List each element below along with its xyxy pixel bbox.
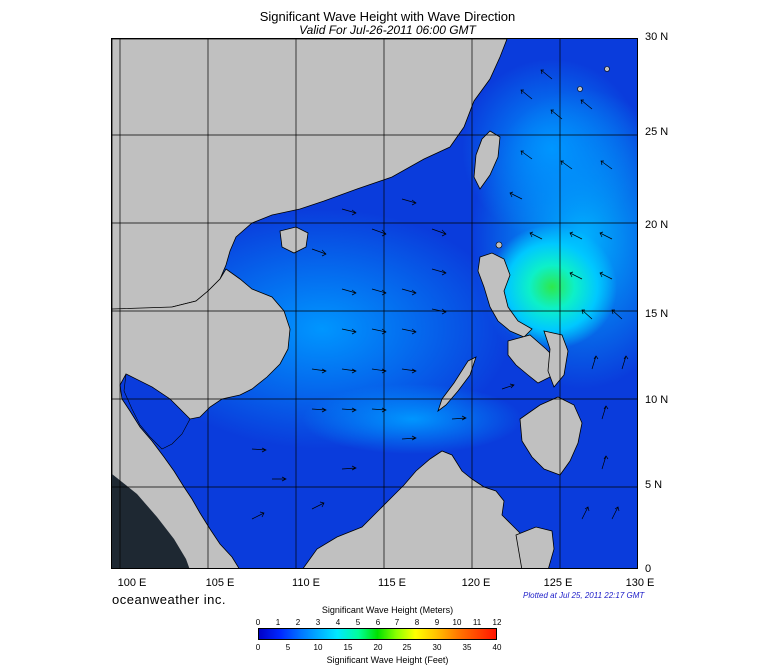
lat-label-20n: 20 N [645, 219, 669, 231]
colorbar-tick-m: 4 [335, 618, 341, 627]
taiwan-island [473, 130, 501, 190]
ryukyu-islands-north [604, 66, 610, 72]
lon-label-130e: 130 E [625, 577, 655, 589]
sulawesi-island [515, 526, 555, 568]
colorbar-tick-m: 5 [355, 618, 361, 627]
map-title: Significant Wave Height with Wave Direct… [259, 9, 516, 24]
sumatra-corner [112, 474, 190, 568]
colorbar-tick-ft: 5 [285, 643, 291, 652]
lon-label-110e: 110 E [292, 577, 320, 589]
colorbar-tick-ft: 35 [462, 643, 472, 652]
ryukyu-islands [577, 86, 583, 92]
colorbar-tick-m: 7 [394, 618, 400, 627]
lat-label-30n: 30 N [645, 31, 669, 43]
colorbar-tick-ft: 30 [432, 643, 442, 652]
wave-height-colorbar [258, 628, 497, 640]
colorbar-tick-m: 9 [434, 618, 440, 627]
colorbar-tick-ft: 20 [373, 643, 383, 652]
colorbar-title-meters: Significant Wave Height (Meters) [321, 605, 454, 615]
lon-label-100e: 100 E [117, 577, 147, 589]
mindanao-island [519, 396, 583, 476]
colorbar-tick-m: 11 [472, 618, 482, 627]
colorbar-tick-ft: 40 [492, 643, 502, 652]
map-subtitle: Valid For Jul-26-2011 06:00 GMT [299, 23, 476, 37]
lon-label-115e: 115 E [378, 577, 406, 589]
colorbar-tick-m: 2 [295, 618, 301, 627]
samar-leyte [543, 330, 569, 388]
colorbar-tick-m: 3 [315, 618, 321, 627]
luzon-island [477, 252, 533, 338]
colorbar-tick-m: 12 [492, 618, 502, 627]
colorbar-tick-ft: 0 [255, 643, 261, 652]
colorbar-tick-m: 10 [452, 618, 462, 627]
visayas-islands [507, 334, 557, 384]
colorbar-tick-m: 1 [275, 618, 281, 627]
colorbar-tick-m: 0 [255, 618, 261, 627]
colorbar-tick-ft: 10 [313, 643, 323, 652]
wave-zone-northeast [462, 59, 637, 239]
wave-direction-arrows [251, 69, 629, 520]
wave-zone-sulu [302, 384, 522, 454]
wave-map-svg [112, 39, 637, 568]
lat-label-15n: 15 N [645, 308, 669, 320]
plotted-timestamp: Plotted at Jul 25, 2011 22:17 GMT [523, 591, 645, 600]
brand-logo-text: oceanweather inc. [112, 592, 227, 607]
wave-map [111, 38, 638, 569]
colorbar-title-feet: Significant Wave Height (Feet) [326, 655, 449, 665]
colorbar-tick-ft: 25 [402, 643, 412, 652]
colorbar-tick-m: 6 [375, 618, 381, 627]
lon-label-105e: 105 E [205, 577, 235, 589]
colorbar-tick-m: 8 [414, 618, 420, 627]
palawan-island [437, 356, 477, 413]
lat-lon-grid [112, 39, 637, 568]
lat-label-25n: 25 N [645, 126, 669, 138]
lat-label-10n: 10 N [645, 394, 669, 406]
lon-label-125e: 125 E [543, 577, 573, 589]
lon-label-120e: 120 E [461, 577, 491, 589]
colorbar-tick-ft: 15 [343, 643, 353, 652]
lat-label-0: 0 [645, 563, 652, 575]
wave-peak [487, 225, 617, 349]
lat-label-5n: 5 N [645, 479, 663, 491]
batanes-islands [495, 241, 503, 249]
gulf-of-thailand [123, 373, 191, 450]
